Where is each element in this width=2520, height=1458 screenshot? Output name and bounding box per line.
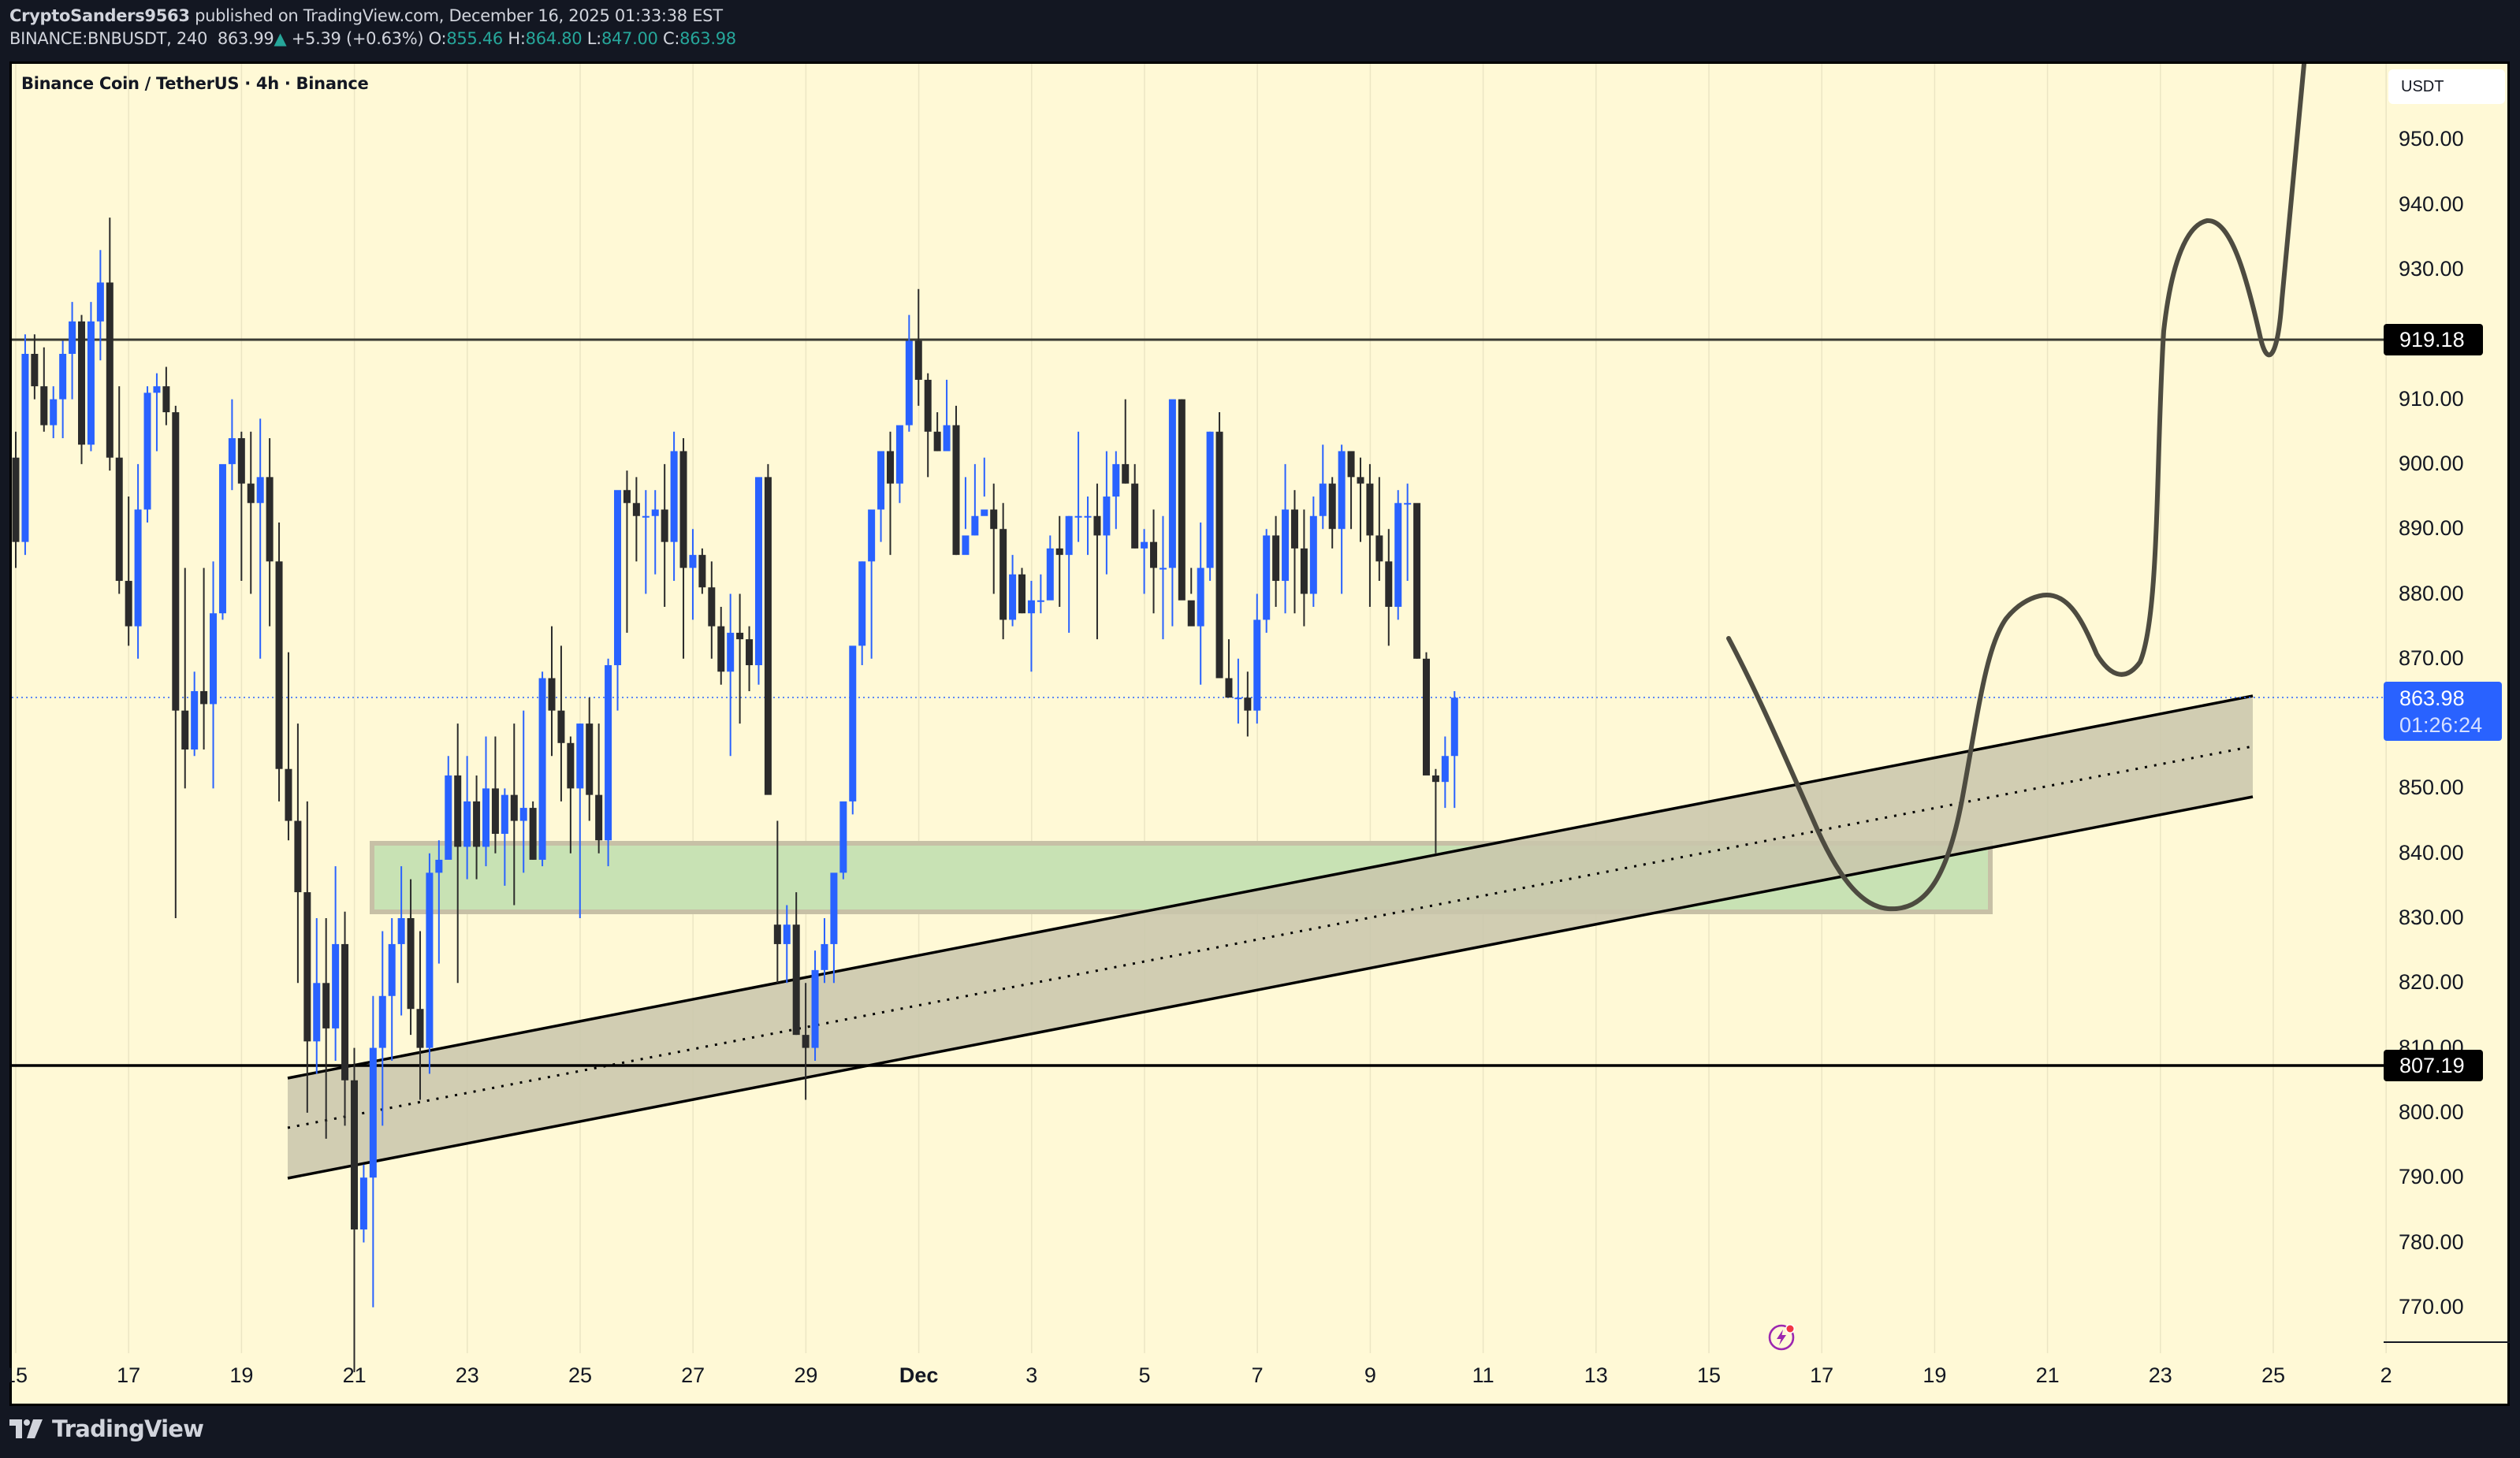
currency-button[interactable]: USDT [2388, 69, 2505, 104]
time-tick-label: 21 [342, 1363, 367, 1387]
time-tick-label: 21 [2035, 1363, 2060, 1387]
resistance-price-tag: 919.18 [2384, 324, 2483, 355]
price-tick-label: 800.00 [2399, 1099, 2464, 1124]
change-up-arrow-icon: ▲ [274, 29, 287, 48]
price-tick-label: 790.00 [2399, 1165, 2464, 1189]
high-value: 864.80 [525, 29, 583, 48]
time-tick-label: 19 [229, 1363, 254, 1387]
time-tick-label: 3 [1025, 1363, 1038, 1387]
tradingview-brand: TradingView [52, 1415, 204, 1442]
symbol-interval: BINANCE:BNBUSDT, 240 [9, 29, 208, 48]
time-tick-label: 25 [2261, 1363, 2286, 1387]
candles [12, 218, 1458, 1373]
price-tick-label: 930.00 [2399, 257, 2464, 281]
open-value: 855.46 [446, 29, 503, 48]
price-tick-label: 870.00 [2399, 645, 2464, 670]
time-tick-label: 7 [1251, 1363, 1264, 1387]
price-change: +5.39 (+0.63%) [291, 29, 424, 48]
publisher-name[interactable]: CryptoSanders9563 [9, 6, 190, 25]
publish-info: CryptoSanders9563 published on TradingVi… [9, 6, 723, 25]
grid-lines [15, 64, 2387, 1353]
low-value: 847.00 [601, 29, 658, 48]
close-value: 863.98 [679, 29, 736, 48]
price-tick-label: 950.00 [2399, 127, 2464, 151]
low-label: L: [586, 29, 601, 48]
tradingview-logo[interactable]: TradingView [9, 1415, 204, 1442]
candle-countdown: 01:26:24 [2399, 713, 2483, 737]
price-tick-label: 830.00 [2399, 906, 2464, 929]
time-tick-label: 23 [455, 1363, 479, 1387]
time-tick-label: 25 [568, 1363, 593, 1387]
price-tick-label: 840.00 [2399, 840, 2464, 865]
support-price-tag: 807.19 [2384, 1050, 2483, 1081]
current-price-value: 863.98 [2399, 686, 2465, 710]
time-tick-label: 11 [1472, 1363, 1495, 1387]
chart-title: Binance Coin / TetherUS · 4h · Binance [21, 74, 369, 93]
time-tick-label: 13 [1584, 1363, 1608, 1387]
price-tick-label: 890.00 [2399, 516, 2464, 541]
projection-path[interactable] [1726, 47, 2306, 912]
time-tick-label: 2 [2380, 1363, 2392, 1387]
time-tick-label: 19 [1923, 1363, 1947, 1387]
price-tick-label: 820.00 [2399, 970, 2464, 995]
open-label: O: [428, 29, 447, 48]
price-tick-label: 900.00 [2399, 451, 2464, 475]
time-tick-label: 29 [794, 1363, 818, 1387]
channel-lower-line[interactable] [287, 795, 2254, 1180]
time-tick-label: 27 [681, 1363, 705, 1387]
time-tick-label: 17 [117, 1363, 141, 1387]
close-label: C: [663, 29, 680, 48]
ascending-channel[interactable] [288, 696, 2253, 1178]
current-price-tag: 863.98 01:26:24 [2384, 682, 2502, 741]
last-price: 863.99 [217, 29, 274, 48]
footer-bar [0, 1408, 2520, 1458]
channel-upper-line[interactable] [287, 694, 2254, 1080]
price-tick-label: 780.00 [2399, 1229, 2464, 1254]
tradingview-logo-icon [9, 1419, 43, 1438]
time-tick-label: Dec [899, 1363, 939, 1387]
price-tick-label: 940.00 [2399, 192, 2464, 216]
price-tick-label: 850.00 [2399, 775, 2464, 800]
lightning-alert-icon[interactable] [1766, 1322, 1796, 1352]
time-tick-label: 23 [2148, 1363, 2172, 1387]
price-tick-label: 910.00 [2399, 386, 2464, 411]
published-text: published on TradingView.com, December 1… [189, 6, 723, 25]
time-tick-label: 5 [1138, 1363, 1151, 1387]
publish-header: CryptoSanders9563 published on TradingVi… [0, 0, 2520, 61]
ohlc-legend: BINANCE:BNBUSDT, 240 863.99▲ +5.39 (+0.6… [9, 29, 736, 48]
price-tick-label: 770.00 [2399, 1294, 2464, 1319]
price-tick-label: 880.00 [2399, 581, 2464, 605]
high-label: H: [508, 29, 526, 48]
time-tick-label: 9 [1364, 1363, 1376, 1387]
time-tick-label: 15 [1696, 1363, 1722, 1387]
time-tick-label: 15 [3, 1363, 28, 1387]
time-tick-label: 17 [1810, 1363, 1834, 1387]
